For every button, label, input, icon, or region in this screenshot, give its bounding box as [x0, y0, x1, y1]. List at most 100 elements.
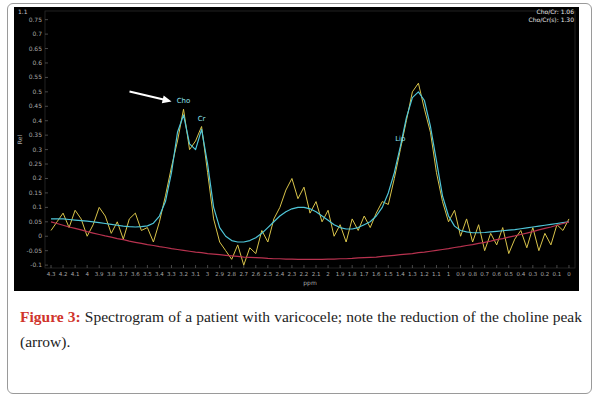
- y-tick-label: -0.05: [26, 247, 42, 254]
- y-tick: [45, 48, 48, 49]
- x-tick: [448, 265, 449, 268]
- x-tick: [207, 265, 208, 268]
- y-tick-label: 0.5: [32, 88, 42, 95]
- x-tick-label: 3.9: [95, 271, 104, 277]
- x-tick: [484, 265, 485, 268]
- x-tick-label: 0.9: [456, 271, 465, 277]
- x-tick: [267, 265, 268, 268]
- x-tick-label: 1.9: [336, 271, 345, 277]
- x-tick: [460, 265, 461, 268]
- x-tick-label: 0.6: [492, 271, 501, 277]
- x-tick-label: 2: [326, 271, 330, 277]
- x-tick: [316, 265, 317, 268]
- caption: Figure 3: Spectrogram of a patient with …: [20, 304, 582, 354]
- y-tick-label: 0.35: [29, 131, 43, 138]
- x-tick-label: 2.4: [276, 271, 285, 277]
- x-tick-label: 1.2: [420, 271, 429, 277]
- x-tick-label: 0.5: [504, 271, 513, 277]
- x-tick-label: 2.6: [251, 271, 260, 277]
- x-tick-label: 3.4: [155, 271, 164, 277]
- x-tick-label: 0.1: [553, 271, 562, 277]
- spectrum-line: [51, 92, 569, 242]
- peak-label: Cho: [177, 97, 191, 105]
- y-tick: [45, 236, 48, 237]
- x-tick: [303, 265, 304, 268]
- y-tick-label: 0.3: [32, 146, 42, 153]
- x-tick-label: 3.2: [179, 271, 188, 277]
- x-tick: [99, 265, 100, 268]
- chart: 0.750.70.650.60.550.50.450.40.350.30.250…: [0, 0, 600, 399]
- x-tick-label: 3.8: [107, 271, 116, 277]
- x-tick: [87, 265, 88, 268]
- x-tick: [376, 265, 377, 268]
- x-tick: [568, 265, 569, 268]
- y-tick: [45, 19, 48, 20]
- x-tick: [328, 265, 329, 268]
- x-tick: [364, 265, 365, 268]
- y-tick: [45, 149, 48, 150]
- y-tick: [45, 192, 48, 193]
- y-tick: [45, 178, 48, 179]
- y-axis-label: Rel: [16, 135, 23, 145]
- x-tick-label: 1: [447, 271, 451, 277]
- x-tick: [340, 265, 341, 268]
- y-tick-label: 0.05: [29, 218, 43, 225]
- y-tick-label: 0.45: [29, 102, 43, 109]
- y-tick-label: 0.2: [32, 174, 42, 181]
- x-tick-label: 2.9: [215, 271, 224, 277]
- x-tick: [135, 265, 136, 268]
- x-tick-label: 2.8: [227, 271, 236, 277]
- x-tick: [400, 265, 401, 268]
- x-tick: [159, 265, 160, 268]
- ratio-label: Cho/Cr(s): 1.30: [529, 16, 575, 23]
- series-group: [51, 83, 569, 265]
- peak-label: Lip: [395, 135, 406, 143]
- y-tick-label: -0.1: [30, 261, 42, 268]
- x-tick-label: 0.7: [480, 271, 489, 277]
- x-tick: [123, 265, 124, 268]
- ratio-label: Cho/Cr: 1.06: [536, 8, 574, 15]
- x-tick-label: 0.2: [541, 271, 550, 277]
- plot-panel: [14, 7, 579, 291]
- x-tick: [436, 265, 437, 268]
- x-tick-label: 2.5: [263, 271, 272, 277]
- y-tick-label: 0.7: [32, 30, 42, 37]
- x-tick: [556, 265, 557, 268]
- x-tick: [424, 265, 425, 268]
- y-tick-label: 0.6: [32, 59, 42, 66]
- x-tick: [75, 265, 76, 268]
- x-tick: [63, 265, 64, 268]
- plot-frame: [45, 11, 575, 268]
- y-tick: [45, 135, 48, 136]
- x-tick-label: 2.3: [288, 271, 297, 277]
- x-tick-label: 0: [567, 271, 571, 277]
- x-tick-label: 2.1: [312, 271, 321, 277]
- x-tick-label: 1.5: [384, 271, 393, 277]
- x-tick: [111, 265, 112, 268]
- x-tick-label: 3.7: [119, 271, 128, 277]
- y-tick-label: 0: [38, 232, 42, 239]
- x-tick-label: 0.3: [528, 271, 537, 277]
- x-tick-label: 1.3: [408, 271, 417, 277]
- corner-label: 1.1: [18, 8, 28, 15]
- y-tick: [45, 207, 48, 208]
- y-tick: [45, 77, 48, 78]
- x-tick-label: 0.8: [468, 271, 477, 277]
- y-tick: [45, 62, 48, 63]
- x-tick: [520, 265, 521, 268]
- x-tick-label: 3.1: [191, 271, 200, 277]
- y-tick: [45, 91, 48, 92]
- x-tick-label: 1.4: [396, 271, 405, 277]
- x-tick-label: 3: [206, 271, 210, 277]
- x-tick: [532, 265, 533, 268]
- x-tick: [255, 265, 256, 268]
- y-tick: [45, 265, 48, 266]
- x-tick-label: 2.2: [300, 271, 309, 277]
- x-tick: [279, 265, 280, 268]
- y-tick: [45, 34, 48, 35]
- y-tick: [45, 164, 48, 165]
- x-tick-label: 2.7: [239, 271, 248, 277]
- x-tick: [147, 265, 148, 268]
- x-tick: [496, 265, 497, 268]
- y-tick-label: 0.65: [29, 45, 43, 52]
